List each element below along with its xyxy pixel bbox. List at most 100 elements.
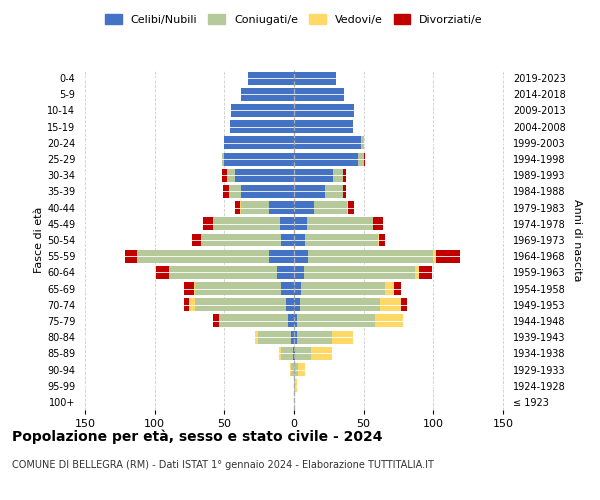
- Bar: [125, 250, 137, 262]
- Bar: [213, 218, 280, 230]
- Bar: [291, 330, 294, 344]
- Bar: [433, 250, 436, 262]
- Bar: [347, 201, 349, 214]
- Bar: [295, 379, 297, 392]
- Bar: [213, 314, 219, 328]
- Bar: [294, 234, 305, 246]
- Bar: [375, 314, 403, 328]
- Bar: [294, 330, 297, 344]
- Bar: [294, 347, 295, 360]
- Bar: [311, 347, 332, 360]
- Bar: [294, 185, 325, 198]
- Bar: [380, 298, 401, 311]
- Bar: [364, 152, 365, 166]
- Bar: [294, 298, 299, 311]
- Bar: [294, 218, 307, 230]
- Y-axis label: Fasce di età: Fasce di età: [34, 207, 44, 273]
- Bar: [291, 363, 294, 376]
- Bar: [221, 152, 224, 166]
- Bar: [286, 298, 294, 311]
- Bar: [248, 72, 294, 85]
- Bar: [184, 298, 190, 311]
- Bar: [297, 330, 332, 344]
- Bar: [373, 218, 383, 230]
- Bar: [394, 282, 401, 295]
- Bar: [219, 314, 289, 328]
- Bar: [294, 88, 344, 101]
- Bar: [190, 298, 195, 311]
- Bar: [156, 266, 169, 279]
- Text: COMUNE DI BELLEGRA (RM) - Dati ISTAT 1° gennaio 2024 - Elaborazione TUTTITALIA.I: COMUNE DI BELLEGRA (RM) - Dati ISTAT 1° …: [12, 460, 434, 470]
- Bar: [137, 250, 269, 262]
- Bar: [235, 201, 239, 214]
- Bar: [314, 201, 347, 214]
- Bar: [379, 234, 385, 246]
- Bar: [230, 120, 294, 133]
- Bar: [294, 169, 333, 181]
- Bar: [308, 250, 433, 262]
- Bar: [278, 347, 281, 360]
- Bar: [419, 266, 432, 279]
- Bar: [349, 201, 354, 214]
- Bar: [195, 298, 286, 311]
- Bar: [281, 347, 293, 360]
- Bar: [377, 234, 379, 246]
- Bar: [269, 250, 294, 262]
- Bar: [436, 250, 460, 262]
- Bar: [333, 169, 343, 181]
- Bar: [221, 169, 227, 181]
- Bar: [241, 201, 269, 214]
- Bar: [289, 314, 294, 328]
- Bar: [290, 363, 291, 376]
- Legend: Celibi/Nubili, Coniugati/e, Vedovi/e, Divorziati/e: Celibi/Nubili, Coniugati/e, Vedovi/e, Di…: [102, 10, 486, 28]
- Bar: [239, 201, 241, 214]
- Bar: [401, 298, 407, 311]
- Bar: [294, 282, 301, 295]
- Bar: [229, 185, 241, 198]
- Bar: [169, 266, 277, 279]
- Bar: [294, 363, 298, 376]
- Bar: [192, 234, 200, 246]
- Bar: [358, 152, 364, 166]
- Text: Popolazione per età, sesso e stato civile - 2024: Popolazione per età, sesso e stato civil…: [12, 430, 383, 444]
- Bar: [277, 266, 294, 279]
- Bar: [294, 120, 353, 133]
- Bar: [235, 169, 294, 181]
- Bar: [280, 218, 294, 230]
- Bar: [343, 169, 346, 181]
- Bar: [223, 185, 229, 198]
- Bar: [343, 185, 346, 198]
- Bar: [255, 330, 258, 344]
- Bar: [294, 266, 304, 279]
- Bar: [184, 282, 194, 295]
- Bar: [294, 136, 361, 149]
- Bar: [415, 266, 419, 279]
- Bar: [294, 104, 354, 117]
- Bar: [332, 330, 353, 344]
- Bar: [241, 185, 294, 198]
- Bar: [325, 185, 343, 198]
- Bar: [281, 282, 294, 295]
- Bar: [298, 363, 305, 376]
- Bar: [301, 282, 385, 295]
- Bar: [385, 282, 394, 295]
- Bar: [299, 298, 380, 311]
- Bar: [307, 218, 373, 230]
- Bar: [231, 104, 294, 117]
- Bar: [241, 88, 294, 101]
- Bar: [293, 347, 294, 360]
- Bar: [224, 136, 294, 149]
- Bar: [194, 282, 195, 295]
- Bar: [305, 234, 377, 246]
- Bar: [227, 169, 235, 181]
- Bar: [294, 314, 297, 328]
- Bar: [294, 201, 314, 214]
- Bar: [294, 250, 308, 262]
- Bar: [281, 234, 294, 246]
- Bar: [294, 152, 358, 166]
- Bar: [361, 136, 364, 149]
- Bar: [200, 234, 281, 246]
- Bar: [295, 347, 311, 360]
- Bar: [294, 72, 336, 85]
- Bar: [297, 314, 375, 328]
